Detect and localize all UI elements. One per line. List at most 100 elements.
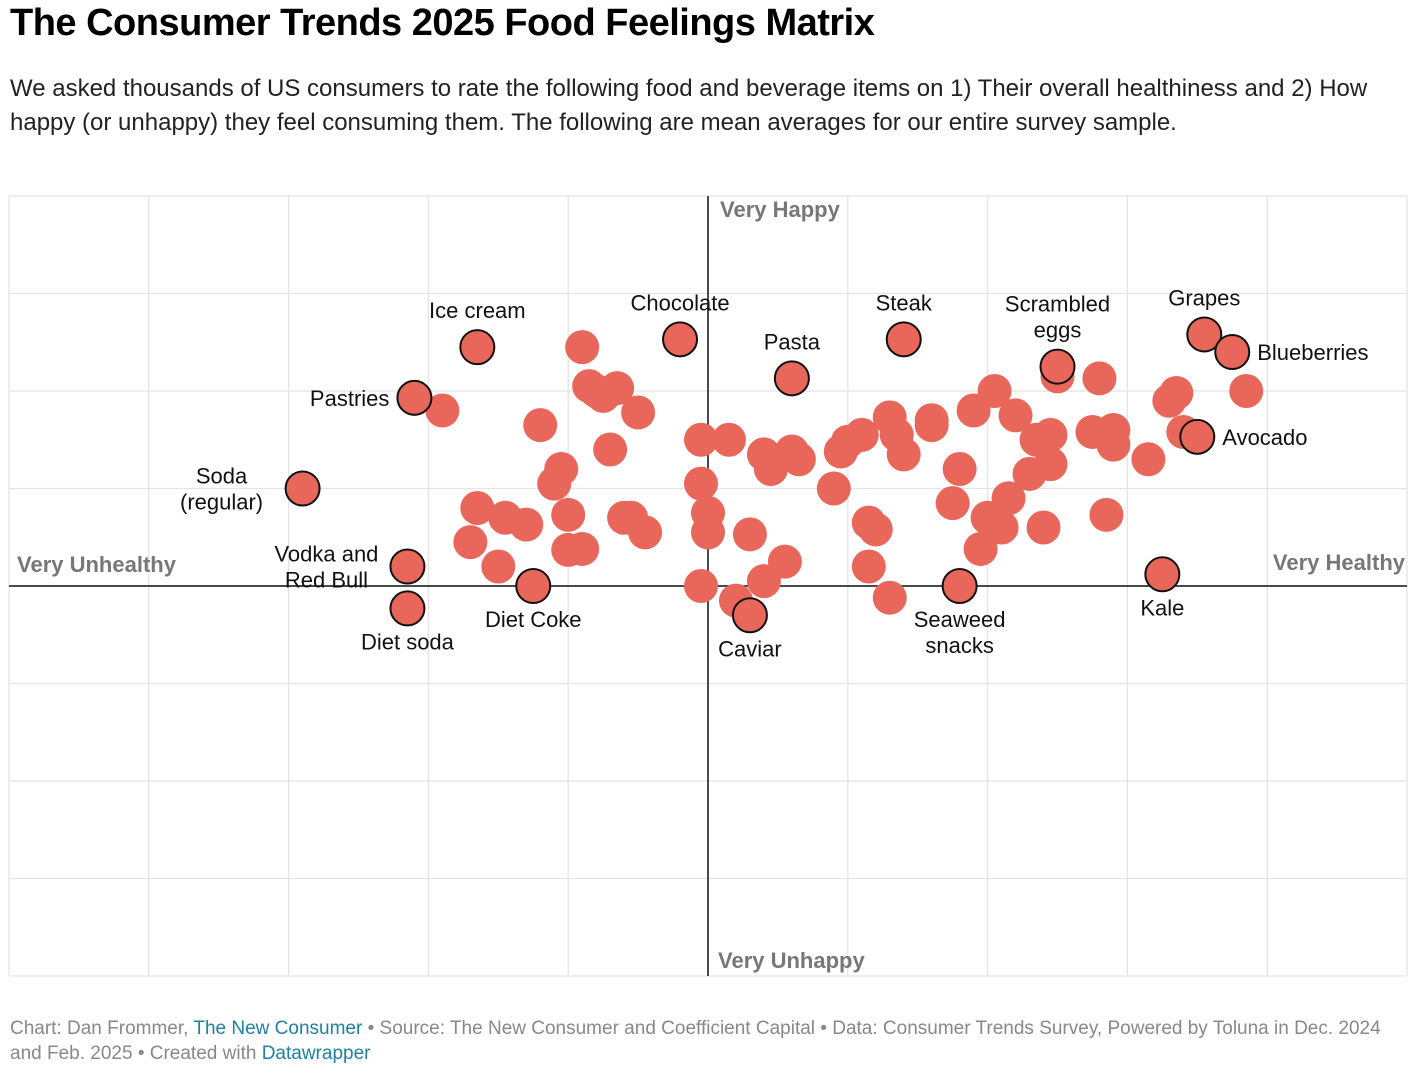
point-label-line: Steak [876,290,933,315]
point-label: Chocolate [631,290,730,315]
data-point [691,515,725,550]
point-label-line: Pastries [310,386,389,411]
point-label-line: Avocado [1222,425,1307,450]
data-point [1131,442,1166,477]
data-point [523,408,558,443]
point-label-line: Soda [196,464,248,489]
point-label: Kale [1140,595,1184,620]
data-point [886,437,921,472]
data-point-highlighted [731,597,768,634]
data-point [565,531,600,566]
data-point [684,569,719,603]
data-point [1096,427,1131,462]
data-point-highlighted [1186,316,1223,353]
point-label-line: snacks [925,633,993,658]
point-label-line: Red Bull [285,568,368,593]
point-label: Caviar [718,636,782,661]
data-point [1159,375,1194,410]
data-point [509,507,544,542]
data-point-highlighted [389,590,426,627]
point-label-line: Kale [1140,595,1184,620]
data-point [935,486,970,521]
point-labels: Ice cream Chocolate Pasta Steak Scrambled egg… [180,285,1369,661]
data-point-highlighted [1179,418,1216,455]
point-label-line: (regular) [180,490,263,515]
footer-credit: Chart: Dan Frommer, [10,1018,189,1039]
point-label: Scrambled eggs [1005,292,1110,343]
axis-label-very-unhappy: Very Unhappy [718,948,865,973]
data-point [453,525,488,560]
point-label: Steak [876,290,933,315]
data-point [600,371,635,406]
data-point-highlighted [885,321,922,358]
data-point [963,531,998,566]
point-label-line: Blueberries [1257,340,1368,365]
data-point [914,408,949,443]
point-label: Soda (regular) [180,464,263,515]
data-point [1082,361,1117,396]
data-point [565,330,600,365]
data-point [1033,417,1068,452]
datawrapper-link[interactable]: Datawrapper [261,1043,371,1064]
point-label-line: Seaweed [914,607,1006,632]
data-point-highlighted [1039,348,1076,385]
point-label: Ice cream [429,298,526,323]
point-label: Seaweed snacks [914,607,1006,658]
chart-title: The Consumer Trends 2025 Food Feelings M… [10,2,875,44]
data-point [844,417,879,452]
point-label: Pastries [310,386,389,411]
data-point [998,398,1033,433]
data-point-highlighted [1214,334,1251,370]
data-point-highlighted [396,379,433,416]
data-point [977,374,1012,408]
data-point [537,466,572,501]
data-point-highlighted [284,470,321,507]
point-label-line: Pasta [764,329,821,354]
data-point [684,466,719,501]
point-label: Pasta [764,329,821,354]
point-label: Avocado [1222,425,1307,450]
data-point [621,395,656,430]
data-point [1026,510,1061,545]
axis-label-very-healthy: Very Healthy [1273,550,1406,575]
chart-subtitle: We asked thousands of US consumers to ra… [10,75,1368,136]
data-point [593,432,628,467]
data-point-highlighted [662,321,699,358]
data-point [1089,497,1124,532]
point-label: Grapes [1168,285,1240,310]
scatter-chart: Ice cream Chocolate Pasta Steak Scrambled egg… [8,195,1408,977]
point-label-line: Scrambled [1005,292,1110,317]
point-label: Vodka and Red Bull [274,542,378,593]
data-point [628,515,663,550]
data-point [711,422,746,457]
data-point [481,549,516,584]
data-point [425,393,460,428]
axis-label-very-happy: Very Happy [720,197,841,222]
data-point [732,517,767,552]
data-point [872,580,907,615]
data-point [851,549,886,584]
data-point [1229,374,1264,408]
point-label-line: Diet soda [361,629,455,654]
point-label-line: Vodka and [274,542,378,567]
point-label: Diet Coke [485,607,582,632]
data-point-highlighted [941,568,978,604]
point-label-line: Grapes [1168,285,1240,310]
data-point [984,510,1019,545]
data-point [942,452,977,486]
data-point-highlighted [1144,556,1181,593]
data-point [460,491,495,525]
data-point [816,471,851,506]
data-points [284,316,1264,634]
point-label: Blueberries [1257,340,1368,365]
axis-label-very-unhealthy: Very Unhealthy [17,552,177,577]
data-point [1033,447,1068,482]
point-label-line: Caviar [718,636,782,661]
chart-footer: Chart: Dan Frommer, The New Consumer • S… [10,1016,1405,1066]
point-label-line: Ice cream [429,298,526,323]
publisher-link[interactable]: The New Consumer [193,1018,363,1039]
point-label: Diet soda [361,629,455,654]
data-point-highlighted [773,360,810,397]
data-point-highlighted [459,329,496,366]
data-point-highlighted [389,548,426,585]
